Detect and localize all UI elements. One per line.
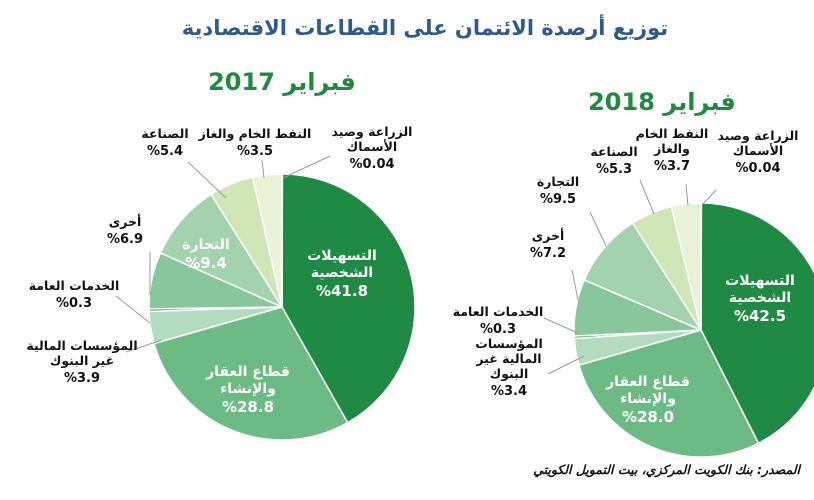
slice-value-personal: %42.5 xyxy=(734,307,786,325)
pie-slice-personal xyxy=(281,173,416,424)
slice-label-oil-gas: النفط الخام والغاز xyxy=(636,126,709,156)
slice-value-real-estate: %28.8 xyxy=(222,398,274,416)
slice-value-agriculture: %0.04 xyxy=(735,161,780,176)
pie-slice-agriculture xyxy=(280,173,284,308)
leader-line-public-services xyxy=(543,317,579,334)
leader-line-oil-gas xyxy=(685,183,689,207)
slice-label-real-estate: قطاع العقار والإنشاء xyxy=(605,374,690,407)
slice-label-nbfi: المؤسسات المالية غير البنوك xyxy=(475,336,542,381)
leader-line-trade xyxy=(589,211,607,247)
leader-line-nbfi xyxy=(125,339,163,353)
leader-line-industry xyxy=(187,161,227,199)
slice-value-personal: %41.8 xyxy=(316,282,368,300)
pie-chart-feb-2017: فبراير 2017 التسهيلات الشخصية%41.8 قطاع ال… xyxy=(26,68,416,441)
leader-line-nbfi xyxy=(547,355,585,375)
slice-label-agriculture: الزراعة وصيد الأسماك xyxy=(718,128,799,158)
leader-line-other xyxy=(571,269,579,301)
pie-title-2017: فبراير 2017 xyxy=(208,68,356,96)
slice-label-public-services: الخدمات العامة xyxy=(453,304,544,319)
slice-value-other: %6.9 xyxy=(107,232,143,247)
slice-value-oil-gas: %3.7 xyxy=(654,159,690,174)
slice-label-real-estate: قطاع العقار والإنشاء xyxy=(205,364,290,397)
pie-slice-real-estate xyxy=(578,329,760,458)
pie-slice-trade xyxy=(159,193,284,309)
pie-slice-real-estate xyxy=(153,306,349,441)
slice-label-personal: التسهيلات الشخصية xyxy=(725,273,795,306)
pie-labels-2017: التسهيلات الشخصية%41.8 قطاع العقار والإنشاء… xyxy=(26,124,412,416)
leader-line-agriculture xyxy=(702,189,717,205)
slice-label-trade: التجارة xyxy=(182,237,229,253)
slice-label-agriculture: الزراعة وصيد الأسماك xyxy=(332,124,413,154)
slice-label-oil-gas: النفط الخام والغاز xyxy=(198,126,312,142)
pie-chart-feb-2018: فبراير 2018 التسهيلات الشخصية%42.5 قطاع ال… xyxy=(453,88,814,458)
slice-value-public-services: %0.3 xyxy=(480,322,516,337)
leader-line-public-services xyxy=(115,295,151,324)
slice-value-oil-gas: %3.5 xyxy=(237,144,273,159)
slice-label-industry: الصناعة xyxy=(590,144,637,159)
slice-value-public-services: %0.3 xyxy=(56,296,92,311)
slice-label-other: أخرى xyxy=(532,227,565,243)
leader-line-oil-gas xyxy=(261,159,265,179)
pie-slice-personal xyxy=(700,202,814,445)
leader-line-agriculture xyxy=(282,155,331,179)
slice-value-trade: %9.5 xyxy=(540,192,576,207)
pie-slices-2017 xyxy=(148,173,416,441)
figure-title: توزيع أرصدة الائتمان على القطاعات الاقتص… xyxy=(182,13,668,40)
slice-label-other: أخرى xyxy=(109,213,142,229)
slice-label-trade: التجارة xyxy=(537,174,579,189)
slice-value-industry: %5.3 xyxy=(596,162,632,177)
leader-line-industry xyxy=(639,179,655,215)
pie-slice-trade xyxy=(583,221,703,332)
pie-labels-2018: التسهيلات الشخصية%42.5 قطاع العقار والإنشاء… xyxy=(453,126,799,426)
pie-title-2018: فبراير 2018 xyxy=(588,88,736,116)
slice-value-other: %7.2 xyxy=(530,246,566,261)
slice-value-agriculture: %0.04 xyxy=(349,157,394,172)
slice-label-nbfi: المؤسسات المالية غير البنوك xyxy=(26,338,137,368)
source-note: المصدر: بنك الكويت المركزي، بيت التمويل … xyxy=(533,462,801,478)
pie-slice-agriculture xyxy=(699,202,703,331)
slice-value-trade: %9.4 xyxy=(185,254,227,272)
slice-label-personal: التسهيلات الشخصية xyxy=(307,248,377,281)
slice-value-nbfi: %3.4 xyxy=(491,384,527,399)
slice-value-industry: %5.4 xyxy=(147,144,183,159)
slice-value-nbfi: %3.9 xyxy=(64,371,100,386)
slice-value-real-estate: %28.0 xyxy=(622,408,674,426)
slice-label-industry: الصناعة xyxy=(141,126,188,141)
slice-label-public-services: الخدمات العامة xyxy=(29,278,120,293)
pie-slices-2018 xyxy=(573,202,814,458)
